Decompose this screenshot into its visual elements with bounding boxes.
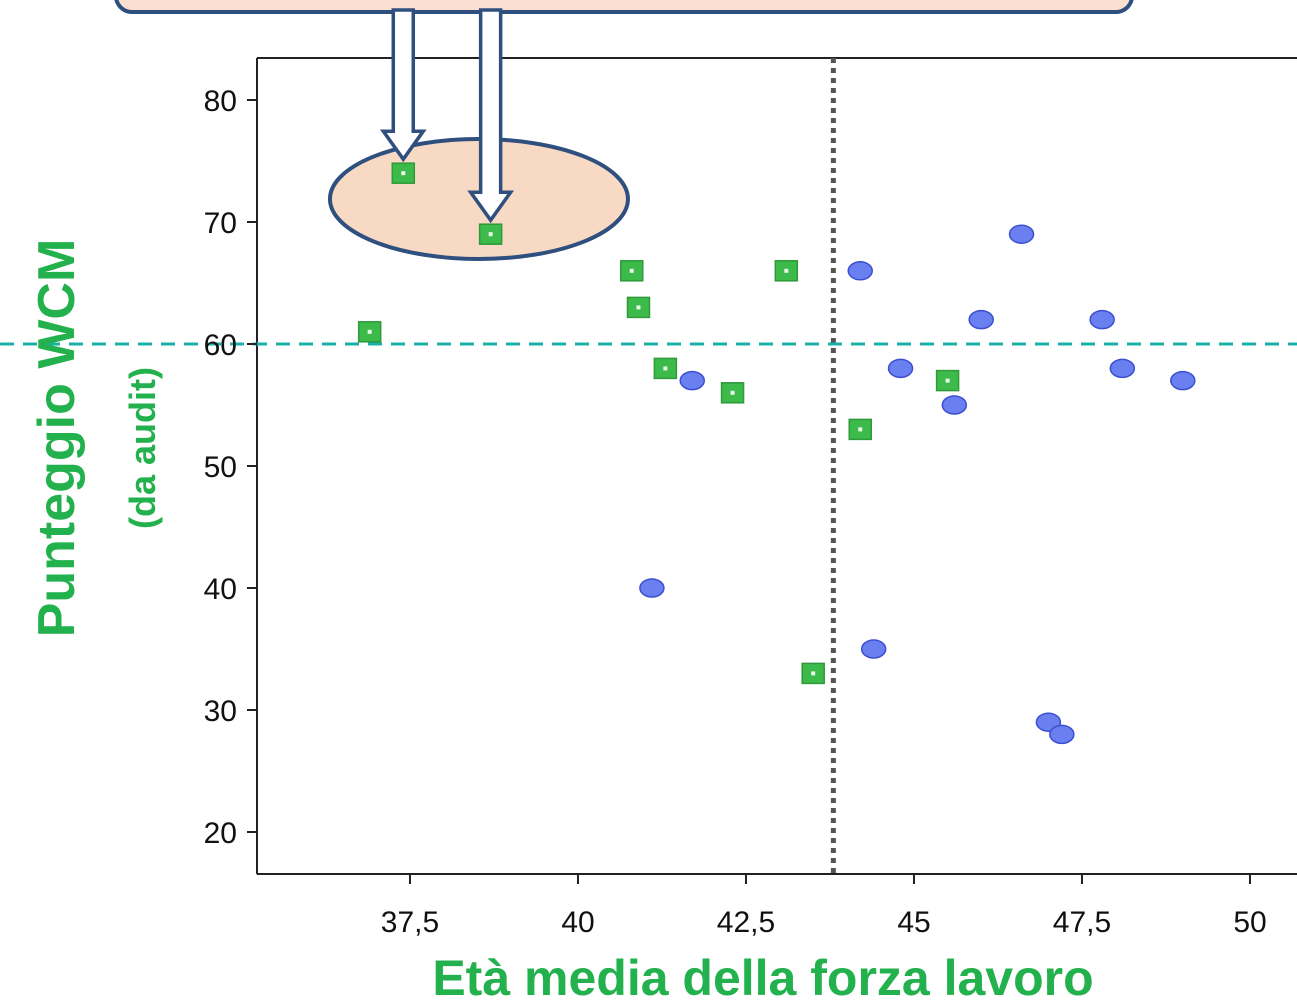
x-tick-label: 42,5 (717, 906, 775, 939)
x-tick-label: 47,5 (1053, 906, 1111, 939)
y-tick-label: 80 (204, 85, 237, 118)
y-tick-label: 60 (204, 329, 237, 362)
y-tick-label: 50 (204, 451, 237, 484)
y-tick-label: 70 (204, 207, 237, 240)
circle-point (1170, 370, 1196, 391)
y-tick-label: 20 (204, 817, 237, 850)
x-tick-label: 45 (897, 906, 930, 939)
callout-arrows (379, 8, 515, 224)
square-point-center (784, 268, 789, 273)
circle-point (1008, 224, 1035, 244)
square-point-center (488, 232, 493, 237)
circle-point (860, 639, 887, 659)
axis-ticks: 20 30 40 50 60 70 80 37,5 40 42,5 45 47,5 50 (204, 85, 1267, 939)
callout-box (114, 0, 1134, 14)
square-point-center (858, 427, 863, 432)
x-tick-label: 50 (1233, 906, 1266, 939)
x-axis-title: Età media della forza lavoro (432, 950, 1093, 1006)
x-tick-label: 37,5 (381, 906, 439, 939)
x-tick-label: 40 (561, 906, 594, 939)
circle-point (887, 358, 914, 379)
circle-point (847, 261, 873, 281)
square-point-center (945, 378, 950, 383)
square-point-center (629, 268, 634, 273)
y-axis-title: Punteggio WCM (28, 239, 86, 638)
reference-lines (0, 58, 1297, 878)
square-point-center (636, 305, 641, 310)
circle-point (679, 370, 705, 391)
y-tick-label: 40 (204, 573, 237, 606)
y-tick-label: 30 (204, 695, 237, 728)
circle-point (1109, 358, 1136, 379)
square-point-center (401, 171, 406, 176)
data-points (357, 162, 1196, 745)
square-point-center (663, 366, 668, 371)
circle-point (968, 309, 994, 330)
y-axis-subtitle: (da audit) (122, 367, 163, 529)
circle-point (639, 578, 665, 598)
circle-point (1049, 724, 1075, 745)
circle-point (941, 395, 968, 415)
square-point-center (811, 671, 816, 676)
circle-point (1089, 309, 1115, 330)
square-point-center (730, 390, 735, 395)
square-point-center (367, 329, 372, 334)
callout-arrow (467, 8, 515, 224)
callout-arrow (379, 8, 427, 163)
callout (114, 0, 1134, 261)
